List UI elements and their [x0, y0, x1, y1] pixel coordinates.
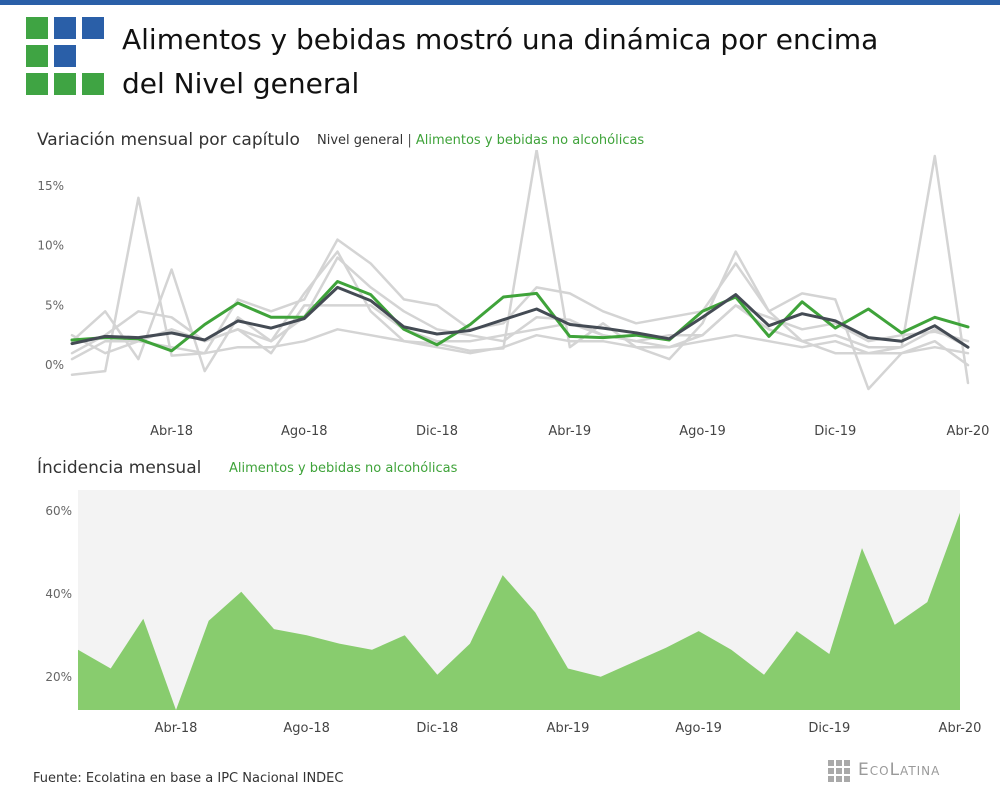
series-area-alimentos: [78, 512, 960, 710]
chart2-y-tick: 40%: [45, 587, 72, 601]
brand-logo: EcoLatina: [828, 758, 978, 784]
series-line-capitulo-4: [70, 304, 970, 355]
chart2-x-tick: Ago-19: [675, 721, 722, 736]
series-line-capitulo-5: [70, 328, 970, 361]
chart1-x-tick: Dic-19: [814, 424, 856, 439]
brand-grid-icon: [828, 760, 850, 782]
chart1-y-tick: 15%: [37, 179, 64, 193]
chart1-x-tick: Abr-19: [548, 424, 591, 439]
legend-separator: |: [407, 133, 412, 148]
chart1-x-tick: Ago-19: [679, 424, 726, 439]
chart1-y-tick: 10%: [37, 239, 64, 253]
legend-nivel-general: Nivel general: [317, 133, 404, 148]
series-line-capitulo-2: [70, 196, 970, 391]
page-title-line-2: del Nivel general: [122, 67, 360, 100]
chart1-x-tick: Ago-18: [281, 424, 328, 439]
chart2-y-tick: 20%: [45, 670, 72, 684]
chart1-x-tick: Abr-18: [150, 424, 193, 439]
page-title-line-1: Alimentos y bebidas mostró una dinámica …: [122, 23, 879, 56]
chart2-x-tick: Dic-18: [416, 721, 458, 736]
chart2-x-tick: Ago-18: [283, 721, 330, 736]
chart2-x-tick: Dic-19: [808, 721, 850, 736]
top-accent-bar: [0, 0, 1000, 5]
legend-alimentos: Alimentos y bebidas no alcohólicas: [415, 133, 645, 148]
logo-grid-icon: [26, 17, 106, 97]
chart2-legend: Alimentos y bebidas no alcohólicas: [229, 461, 458, 476]
chart2-title: Íncidencia mensual: [37, 458, 202, 478]
series-line-capitulo-1: [70, 150, 970, 385]
chart1-y-tick: 0%: [45, 358, 64, 372]
page-title: Alimentos y bebidas mostró una dinámica …: [122, 18, 962, 106]
source-note: Fuente: Ecolatina en base a IPC Nacional…: [33, 771, 344, 786]
monthly-incidence-area-chart: 20% 40% 60% Abr-18 Ago-18 Dic-18 Abr-19 Ago-19 D…: [45, 490, 982, 736]
brand-name: EcoLatina: [858, 760, 941, 780]
monthly-variation-line-chart: 0% 5% 10% 15% Abr-18 Ago-18 Dic-18 Abr-19 Ago-19…: [37, 150, 990, 439]
series-line-nivel_general: [70, 285, 970, 349]
chart2-x-tick: Abr-18: [155, 721, 198, 736]
chart2-x-tick: Abr-19: [547, 721, 590, 736]
chart1-x-tick: Dic-18: [416, 424, 458, 439]
series-line-alimentos: [70, 280, 970, 353]
chart1-title: Variación mensual por capítulo: [37, 130, 300, 150]
chart1-legend: Nivel general | Alimentos y bebidas no a…: [317, 133, 644, 148]
chart2-x-tick: Abr-20: [939, 721, 982, 736]
chart2-y-tick: 60%: [45, 504, 72, 518]
chart1-y-tick: 5%: [45, 298, 64, 312]
chart1-x-tick: Abr-20: [947, 424, 990, 439]
